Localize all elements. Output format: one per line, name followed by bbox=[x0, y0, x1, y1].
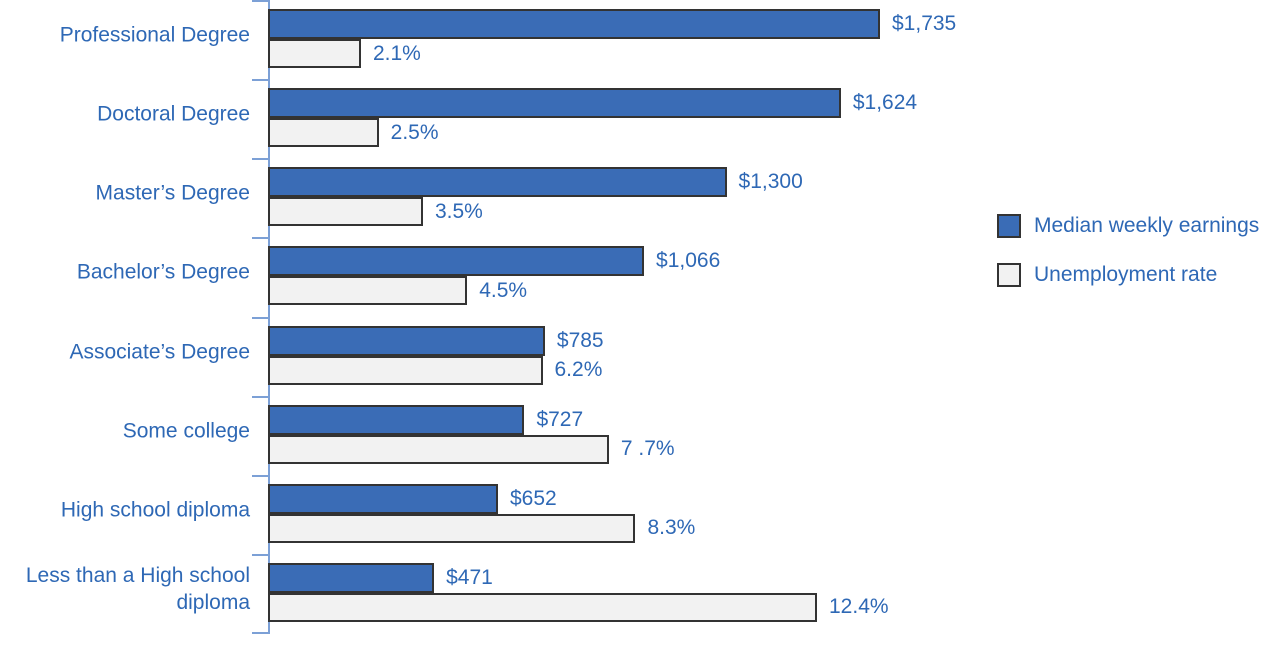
earnings-value-label: $1,300 bbox=[738, 170, 803, 194]
legend-label-unemployment: Unemployment rate bbox=[1034, 263, 1218, 286]
y-axis-tick bbox=[252, 475, 268, 477]
y-axis-tick bbox=[252, 0, 268, 2]
y-axis-tick bbox=[252, 396, 268, 398]
y-axis-tick bbox=[252, 554, 268, 556]
earnings-value-label: $471 bbox=[446, 565, 493, 589]
category-label: Associate’s Degree bbox=[69, 340, 250, 364]
y-axis-line bbox=[268, 0, 270, 634]
y-axis-tick bbox=[252, 79, 268, 81]
unemployment-value-label: 4.5% bbox=[479, 278, 528, 302]
unemployment-bar bbox=[268, 39, 361, 68]
category-label: Professional Degree bbox=[59, 23, 250, 47]
unemployment-value-label: 2.1% bbox=[372, 41, 421, 65]
earnings-bar bbox=[268, 167, 727, 198]
unemployment-bar bbox=[268, 592, 817, 622]
unemployment-bar bbox=[268, 434, 609, 464]
earnings-value-label: $652 bbox=[509, 486, 557, 510]
unemployment-bar bbox=[268, 355, 543, 385]
earnings-value-label: $1,066 bbox=[656, 249, 721, 273]
earnings-bar bbox=[268, 9, 880, 39]
unemployment-value-label: 8.3% bbox=[647, 516, 696, 540]
category-label: Bachelor’s Degree bbox=[76, 260, 250, 284]
unemployment-bar bbox=[268, 513, 636, 543]
legend-entry-earnings: Median weekly earnings bbox=[997, 214, 1259, 238]
earnings-bar bbox=[268, 88, 841, 119]
category-label: Some college bbox=[122, 419, 250, 443]
earnings-value-label: $1,624 bbox=[852, 91, 918, 115]
earnings-bar bbox=[268, 404, 525, 435]
category-label: Less than a High school diploma bbox=[25, 564, 250, 614]
y-axis-tick bbox=[252, 237, 268, 239]
legend-label-earnings: Median weekly earnings bbox=[1034, 214, 1260, 237]
earnings-bar bbox=[268, 562, 435, 593]
unemployment-value-label: 12.4% bbox=[829, 595, 889, 619]
unemployment-swatch-icon bbox=[997, 263, 1021, 287]
legend-entry-unemployment: Unemployment rate bbox=[997, 263, 1259, 287]
y-axis-tick bbox=[252, 632, 268, 634]
earnings-value-label: $1,735 bbox=[892, 12, 957, 35]
unemployment-value-label: 7 .7% bbox=[620, 437, 675, 461]
earnings-bar bbox=[268, 246, 645, 277]
unemployment-bar bbox=[268, 276, 468, 306]
unemployment-value-label: 3.5% bbox=[434, 199, 483, 223]
earnings-bar bbox=[268, 483, 498, 514]
unemployment-value-label: 2.5% bbox=[390, 120, 439, 144]
y-axis-tick bbox=[252, 158, 268, 160]
y-axis-tick bbox=[252, 317, 268, 319]
earnings-value-label: $727 bbox=[536, 407, 584, 431]
category-label: High school diploma bbox=[60, 498, 250, 522]
earnings-swatch-icon bbox=[997, 214, 1021, 238]
earnings-value-label: $785 bbox=[556, 328, 604, 352]
unemployment-bar bbox=[268, 118, 379, 148]
category-label: Master’s Degree bbox=[95, 181, 250, 205]
unemployment-value-label: 6.2% bbox=[554, 358, 603, 381]
unemployment-bar bbox=[268, 197, 423, 227]
legend: Median weekly earnings Unemployment rate bbox=[997, 214, 1259, 312]
earnings-bar bbox=[268, 325, 545, 356]
category-label: Doctoral Degree bbox=[97, 102, 250, 126]
